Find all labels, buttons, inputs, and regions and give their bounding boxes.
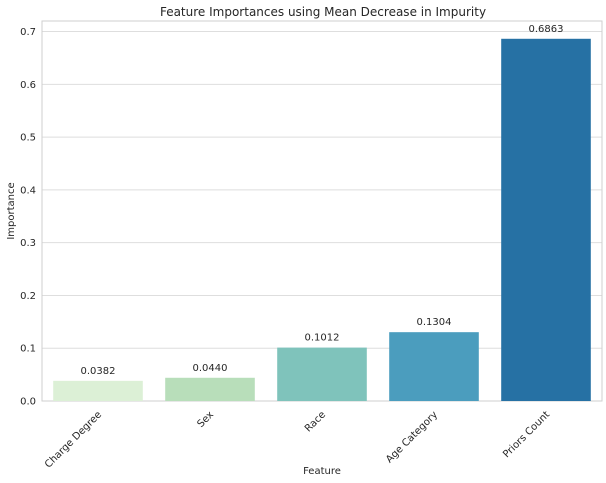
y-tick-label: 0.0	[20, 397, 36, 408]
data-labels: 0.0382 0.0440 0.1012 0.1304 0.6863	[81, 24, 564, 377]
bar	[53, 380, 143, 401]
y-tick-labels: 0.0 0.1 0.2 0.3 0.4 0.5 0.6 0.7	[20, 27, 36, 407]
y-axis-label: Importance	[6, 182, 17, 239]
bar-value-label: 0.1012	[305, 333, 340, 344]
bar-value-label: 0.1304	[417, 317, 452, 328]
bar-value-label: 0.6863	[529, 24, 564, 35]
bar	[277, 347, 367, 401]
y-tick-label: 0.3	[20, 238, 36, 249]
bar	[165, 377, 255, 401]
chart-title: Feature Importances using Mean Decrease …	[160, 5, 486, 19]
y-tick-label: 0.5	[20, 133, 36, 144]
bar-value-label: 0.0382	[81, 366, 116, 377]
bars	[53, 38, 591, 402]
y-tick-label: 0.7	[20, 27, 36, 38]
y-tick-label: 0.6	[20, 80, 36, 91]
bar	[501, 38, 591, 402]
bar-value-label: 0.0440	[193, 363, 228, 374]
y-tick-label: 0.1	[20, 344, 36, 355]
x-axis-label: Feature	[303, 466, 341, 477]
y-tick-label: 0.4	[20, 185, 36, 196]
bar	[389, 332, 479, 401]
y-tick-label: 0.2	[20, 291, 36, 302]
